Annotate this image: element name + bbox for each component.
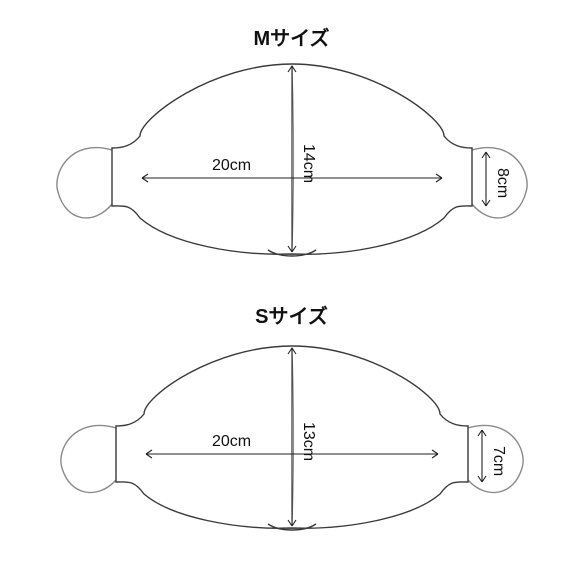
width-label: 20cm (212, 157, 251, 174)
strap-label: 7cm (490, 446, 507, 476)
mask-diagram: 20cm 14cm 8cm (12, 46, 572, 276)
height-label: 14cm (300, 144, 317, 183)
panel-title: Sサイズ (0, 300, 583, 329)
strap-left (60, 425, 115, 492)
width-label: 20cm (212, 433, 251, 450)
mask-diagram: 20cm 13cm 7cm (12, 326, 572, 556)
height-label: 13cm (300, 422, 317, 461)
strap-left (56, 148, 111, 218)
strap-label: 8cm (494, 168, 511, 198)
